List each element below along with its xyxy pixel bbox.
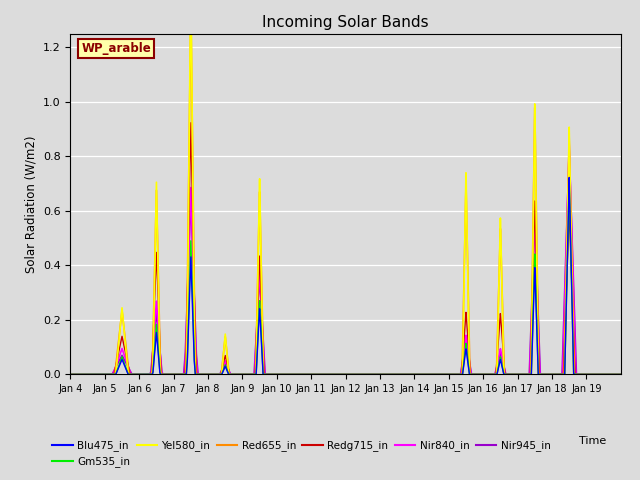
- Y-axis label: Solar Radiation (W/m2): Solar Radiation (W/m2): [24, 135, 37, 273]
- Text: WP_arable: WP_arable: [81, 42, 151, 55]
- Text: Time: Time: [579, 436, 607, 446]
- Title: Incoming Solar Bands: Incoming Solar Bands: [262, 15, 429, 30]
- Legend: Blu475_in, Gm535_in, Yel580_in, Red655_in, Redg715_in, Nir840_in, Nir945_in: Blu475_in, Gm535_in, Yel580_in, Red655_i…: [48, 436, 554, 471]
